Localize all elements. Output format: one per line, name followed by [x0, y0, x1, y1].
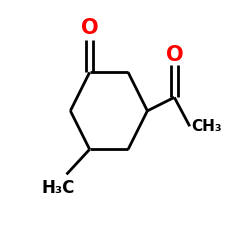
Text: O: O: [81, 18, 98, 38]
Text: CH₃: CH₃: [192, 119, 222, 134]
Text: O: O: [166, 45, 183, 65]
Text: H₃C: H₃C: [42, 179, 75, 197]
